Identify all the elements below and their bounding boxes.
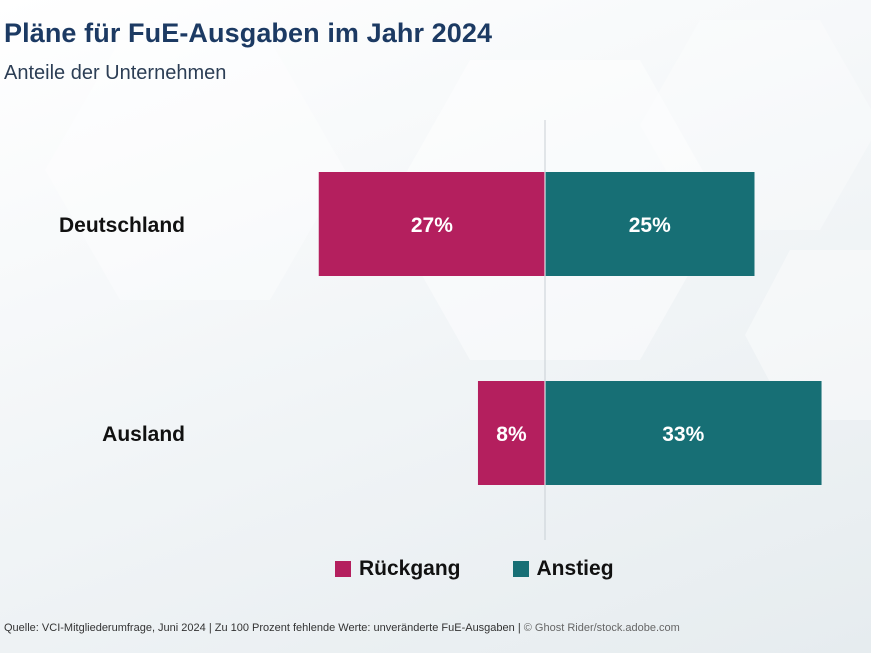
data-label-anstieg-deutschland: 25% [629, 214, 671, 237]
data-label-rueckgang-deutschland: 27% [411, 214, 453, 237]
source-text: Quelle: VCI-Mitgliederumfrage, Juni 2024… [4, 622, 521, 634]
bar-anstieg-ausland [545, 381, 822, 485]
category-label-ausland: Ausland [102, 423, 185, 446]
legend-swatch-anstieg [512, 561, 529, 577]
bar-rueckgang-deutschland [318, 172, 545, 276]
data-label-rueckgang-ausland: 8% [496, 423, 527, 446]
legend-swatch-rueckgang [335, 561, 351, 577]
chart-subtitle: Anteile der Unternehmen [4, 62, 227, 84]
source-note: Quelle: VCI-Mitgliederumfrage, Juni 2024… [4, 622, 680, 634]
category-label-deutschland: Deutschland [59, 214, 185, 237]
legend-label-rueckgang: Rückgang [359, 557, 461, 580]
bar-rueckgang-ausland [477, 381, 545, 485]
legend-item-rueckgang: Rückgang [335, 557, 461, 581]
image-credit: © Ghost Rider/stock.adobe.com [523, 622, 680, 634]
chart-title: Pläne für FuE-Ausgaben im Jahr 2024 [4, 18, 493, 48]
legend-label-anstieg: Anstieg [536, 557, 614, 580]
bar-anstieg-deutschland [545, 172, 755, 276]
data-label-anstieg-ausland: 33% [662, 423, 704, 446]
chart-legend: Rückgang Anstieg [335, 557, 614, 581]
legend-item-anstieg: Anstieg [512, 557, 614, 581]
